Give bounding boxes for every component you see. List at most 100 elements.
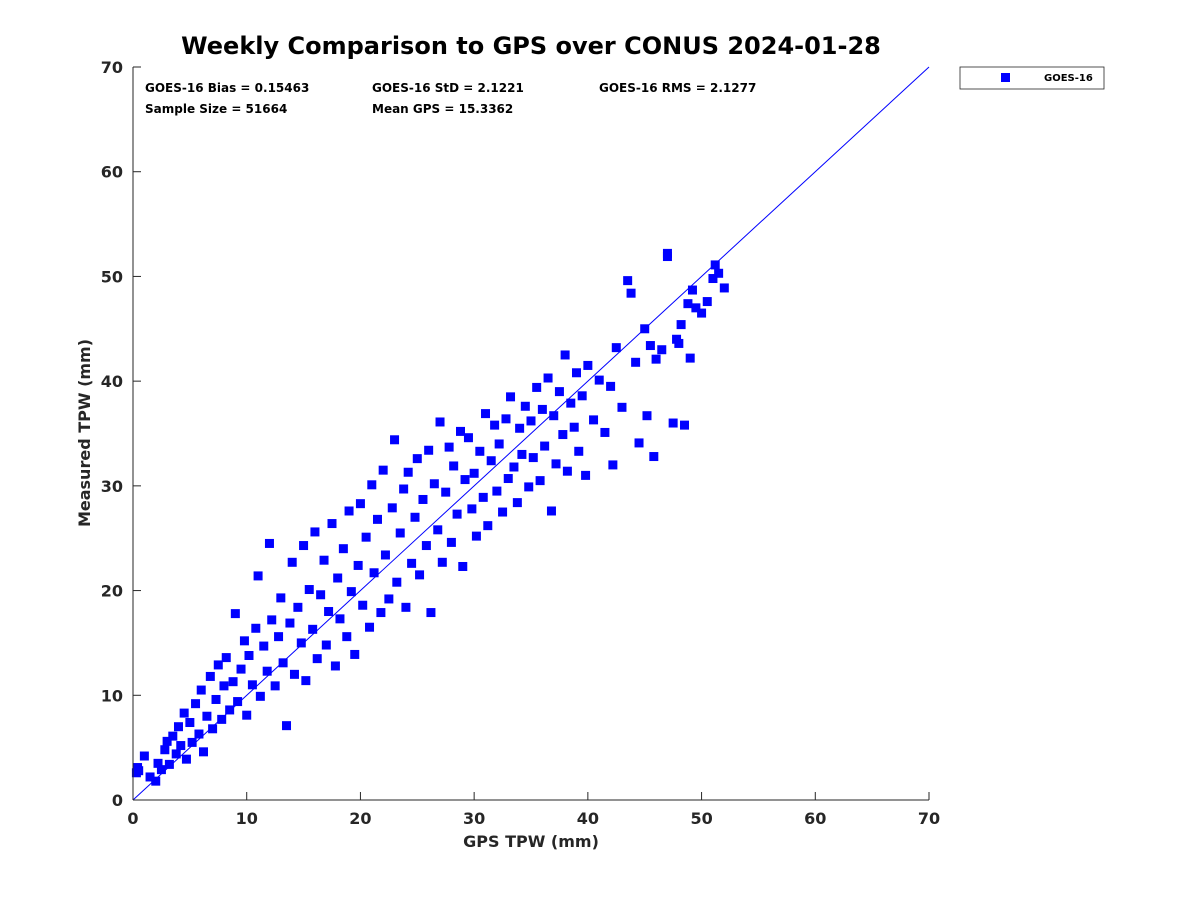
data-point [372,514,382,524]
data-point [395,528,405,538]
data-point [526,416,536,426]
data-point [330,661,340,671]
data-point [674,338,684,348]
data-point [236,664,246,674]
data-point [449,461,459,471]
data-point [460,475,470,485]
data-point [435,417,445,427]
x-tick-label: 70 [918,809,940,828]
data-point [179,708,189,718]
data-point [714,268,724,278]
data-point [566,398,576,408]
data-point [185,718,195,728]
x-tick-label: 50 [690,809,712,828]
data-point [285,618,295,628]
data-point [338,544,348,554]
data-point [384,594,394,604]
data-point [577,391,587,401]
data-point [171,749,181,759]
data-point [221,653,231,663]
data-point [509,462,519,472]
data-point [554,387,564,397]
y-tick-label: 50 [101,267,123,286]
data-point [168,731,178,741]
data-point [156,765,166,775]
data-point [276,593,286,603]
plot-area [131,66,930,801]
data-point [719,283,729,293]
data-point [239,636,249,646]
data-point [378,465,388,475]
data-point [335,614,345,624]
data-point [478,492,488,502]
data-point [483,521,493,531]
data-point [282,721,292,731]
data-point [194,729,204,739]
data-point [583,360,593,370]
legend-label-goes16: GOES-16 [1044,73,1093,84]
data-point [486,456,496,466]
data-point [304,585,314,595]
data-point [537,404,547,414]
data-point [574,446,584,456]
data-point [543,373,553,383]
data-point [365,622,375,632]
data-point [631,357,641,367]
data-point [642,411,652,421]
data-point [634,438,644,448]
data-point [274,632,284,642]
x-tick-label: 10 [236,809,258,828]
data-point [515,423,525,433]
data-point [412,454,422,464]
data-point [560,350,570,360]
data-point [490,420,500,430]
data-point [558,430,568,440]
data-point [390,435,400,445]
data-point [687,285,697,295]
x-axis-label: GPS TPW (mm) [463,832,599,851]
x-tick-label: 0 [127,809,138,828]
data-point [594,375,604,385]
data-point [710,260,720,270]
data-point [387,503,397,513]
data-point [191,699,201,709]
x-tick-label: 30 [463,809,485,828]
data-point [441,487,451,497]
chart-title: Weekly Comparison to GPS over CONUS 2024… [181,32,881,60]
x-tick-label: 40 [577,809,599,828]
data-point [651,354,661,364]
data-point [259,641,269,651]
data-point [380,550,390,560]
legend-marker-goes16 [1001,73,1010,82]
data-point [697,308,707,318]
data-point [501,414,511,424]
y-tick-label: 70 [101,58,123,77]
data-point [213,660,223,670]
data-point [702,297,712,307]
data-point [205,671,215,681]
stats-box: GOES-16 Bias = 0.15463 GOES-16 StD = 2.1… [145,81,756,116]
data-point [649,452,659,462]
stat-mean-gps: Mean GPS = 15.3362 [372,102,513,116]
data-point [680,420,690,430]
data-point [494,439,504,449]
y-tick-label: 10 [101,686,123,705]
data-point [301,676,311,686]
data-point [262,666,272,676]
data-point [606,381,616,391]
data-point [421,541,431,551]
data-point [233,697,243,707]
data-point [164,759,174,769]
data-point [410,512,420,522]
data-point [346,587,356,597]
data-point [208,724,218,734]
data-point [581,470,591,480]
data-point [640,324,650,334]
data-point [600,427,610,437]
data-point [691,303,701,313]
data-point [308,624,318,634]
data-point [361,532,371,542]
data-point [401,602,411,612]
data-point [358,600,368,610]
